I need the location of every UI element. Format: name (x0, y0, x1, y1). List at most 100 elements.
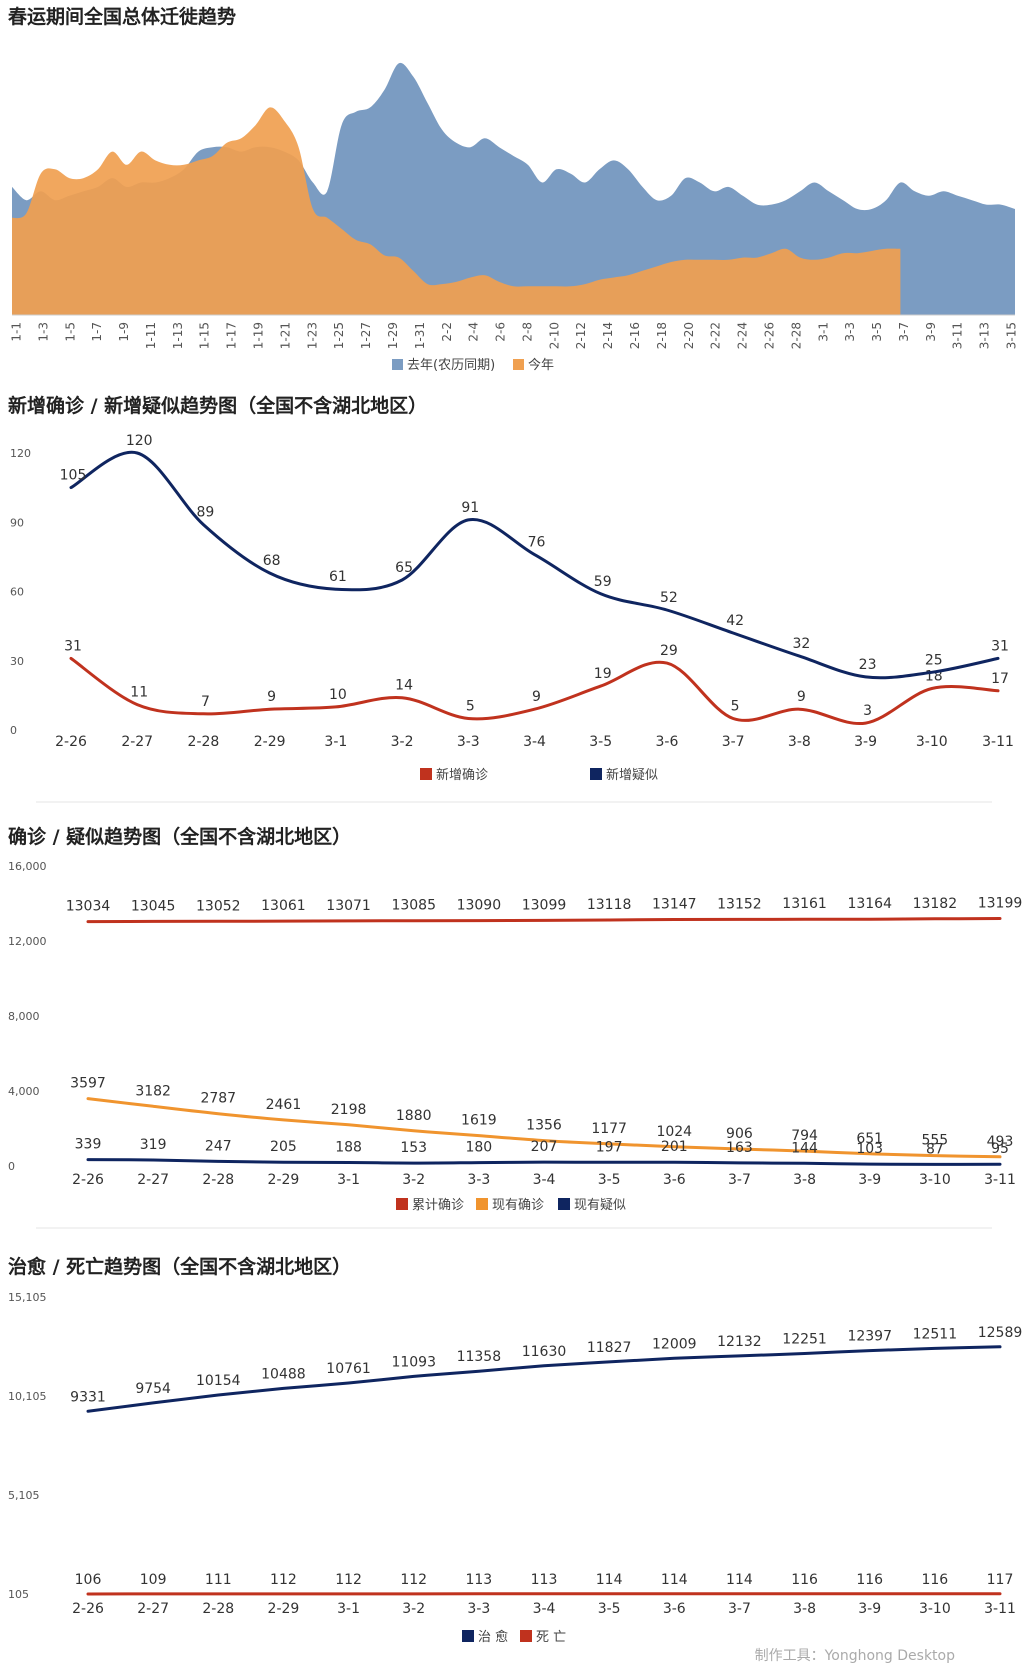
data-label: 14 (395, 678, 413, 694)
x-tick-label: 3-4 (533, 1172, 556, 1188)
data-label: 3182 (135, 1083, 171, 1099)
data-label: 11 (130, 685, 148, 701)
series-line (86, 917, 1002, 924)
data-label: 2198 (331, 1102, 367, 1118)
x-tick-label: 2-28 (188, 734, 220, 750)
data-label: 13164 (847, 896, 892, 912)
data-label: 13090 (457, 898, 502, 914)
data-label: 13052 (196, 898, 241, 914)
data-label: 247 (205, 1138, 232, 1154)
data-label: 9 (532, 689, 541, 705)
data-label: 3 (863, 703, 872, 719)
data-label: 42 (726, 613, 744, 629)
data-label: 65 (395, 560, 413, 576)
series-line (69, 656, 1000, 726)
y-tick-label: 0 (10, 724, 17, 737)
y-tick-label: 5,105 (8, 1489, 40, 1502)
legend-label: 现有确诊 (492, 1198, 544, 1213)
x-tick-label: 3-1 (337, 1601, 360, 1617)
chart-title: 治愈 / 死亡趋势图（全国不含湖北地区） (8, 1255, 351, 1278)
legend-swatch (462, 1630, 474, 1642)
legend-label: 现有疑似 (574, 1197, 626, 1213)
x-tick-label: 1-5 (63, 322, 77, 342)
y-tick-label: 60 (10, 586, 24, 599)
y-tick-label: 16,000 (8, 860, 47, 873)
y-tick-label: 10,105 (8, 1390, 47, 1403)
x-tick-label: 2-27 (121, 734, 153, 750)
migration-chart: 春运期间全国总体迁徙趋势 1-1 1-3 1-5 1-7 1-9 1-11 1-13 1-15 1… (8, 5, 1019, 373)
data-label: 32 (792, 636, 810, 652)
x-tick-label: 3-7 (728, 1172, 751, 1188)
x-tick-label: 3-7 (722, 734, 745, 750)
data-label: 9 (797, 689, 806, 705)
data-label: 52 (660, 590, 678, 606)
data-label: 163 (726, 1140, 753, 1156)
legend-label: 治 愈 (478, 1630, 508, 1645)
legend-label: 今年 (528, 357, 554, 373)
x-tick-label: 1-17 (225, 322, 239, 349)
data-label: 197 (596, 1139, 623, 1155)
x-tick-label: 3-3 (843, 322, 857, 342)
legend-swatch (476, 1198, 488, 1210)
data-label: 13061 (261, 898, 306, 914)
x-tick-label: 3-10 (919, 1601, 951, 1617)
data-label: 1356 (526, 1118, 562, 1134)
series-line (86, 1158, 1002, 1166)
data-label: 113 (465, 1572, 492, 1588)
data-label: 906 (726, 1126, 753, 1142)
series-line (69, 450, 1000, 680)
x-tick-label: 2-27 (137, 1172, 169, 1188)
x-tick-label: 2-28 (202, 1172, 234, 1188)
data-label: 13199 (978, 896, 1023, 912)
x-tick-label: 3-5 (598, 1601, 621, 1617)
data-label: 106 (75, 1572, 102, 1588)
series-line (86, 1097, 1002, 1159)
data-label: 120 (126, 433, 153, 449)
data-label: 9331 (70, 1389, 106, 1405)
data-label: 11827 (587, 1340, 632, 1356)
data-label: 25 (925, 652, 943, 668)
data-label: 153 (400, 1140, 427, 1156)
x-tick-label: 3-9 (924, 322, 938, 342)
x-tick-label: 2-26 (55, 734, 87, 750)
x-tick-label: 1-21 (278, 322, 292, 349)
data-label: 109 (140, 1572, 167, 1588)
x-tick-label: 2-28 (789, 322, 803, 349)
data-label: 11630 (522, 1344, 567, 1360)
chart-title: 新增确诊 / 新增疑似趋势图（全国不含湖北地区） (8, 394, 427, 417)
data-label: 23 (859, 657, 877, 673)
x-tick-label: 2-29 (268, 1601, 300, 1617)
x-tick-label: 2-14 (601, 322, 615, 349)
legend-swatch (420, 768, 432, 780)
y-tick-label: 90 (10, 516, 24, 529)
chart-title: 春运期间全国总体迁徙趋势 (8, 5, 236, 28)
data-label: 493 (987, 1134, 1014, 1150)
data-label: 2461 (266, 1097, 302, 1113)
x-tick-label: 3-5 (870, 322, 884, 342)
data-label: 651 (856, 1131, 883, 1147)
data-label: 91 (461, 500, 479, 516)
x-tick-label: 2-18 (655, 322, 669, 349)
x-tick-label: 3-9 (858, 1172, 881, 1188)
x-tick-label: 3-2 (391, 734, 414, 750)
x-tick-label: 3-1 (816, 322, 830, 342)
data-label: 112 (270, 1572, 297, 1588)
data-label: 13034 (66, 899, 111, 915)
data-label: 114 (661, 1572, 688, 1588)
data-label: 13118 (587, 897, 632, 913)
data-label: 29 (660, 643, 678, 659)
x-tick-label: 1-11 (144, 322, 158, 349)
x-tick-label: 2-27 (137, 1601, 169, 1617)
data-label: 31 (64, 638, 82, 654)
x-tick-label: 3-2 (402, 1172, 425, 1188)
data-label: 10488 (261, 1366, 306, 1382)
recovered-deaths-chart: 治愈 / 死亡趋势图（全国不含湖北地区） 105 5,105 10,105 15,105… (8, 1255, 1022, 1645)
x-tick-label: 2-29 (254, 734, 286, 750)
x-tick-label: 3-5 (598, 1172, 621, 1188)
x-tick-label: 1-29 (386, 322, 400, 349)
x-tick-label: 1-27 (359, 322, 373, 349)
x-tick-label: 3-3 (467, 1172, 490, 1188)
data-label: 1619 (461, 1113, 497, 1129)
x-tick-label: 2-2 (440, 322, 454, 342)
data-label: 89 (197, 505, 215, 521)
